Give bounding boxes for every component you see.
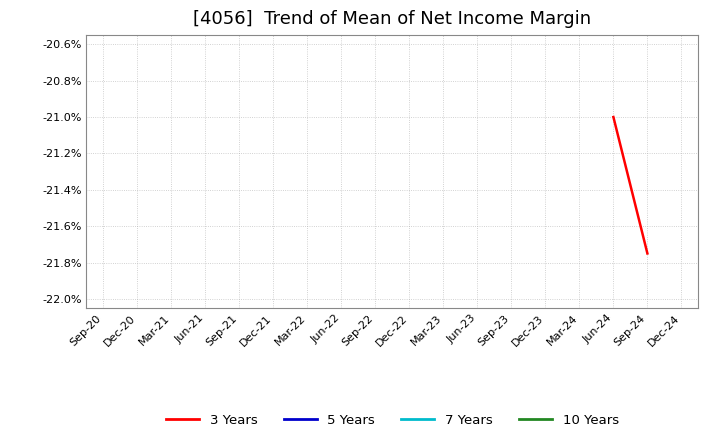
Title: [4056]  Trend of Mean of Net Income Margin: [4056] Trend of Mean of Net Income Margi…: [194, 10, 591, 28]
Legend: 3 Years, 5 Years, 7 Years, 10 Years: 3 Years, 5 Years, 7 Years, 10 Years: [161, 409, 624, 433]
